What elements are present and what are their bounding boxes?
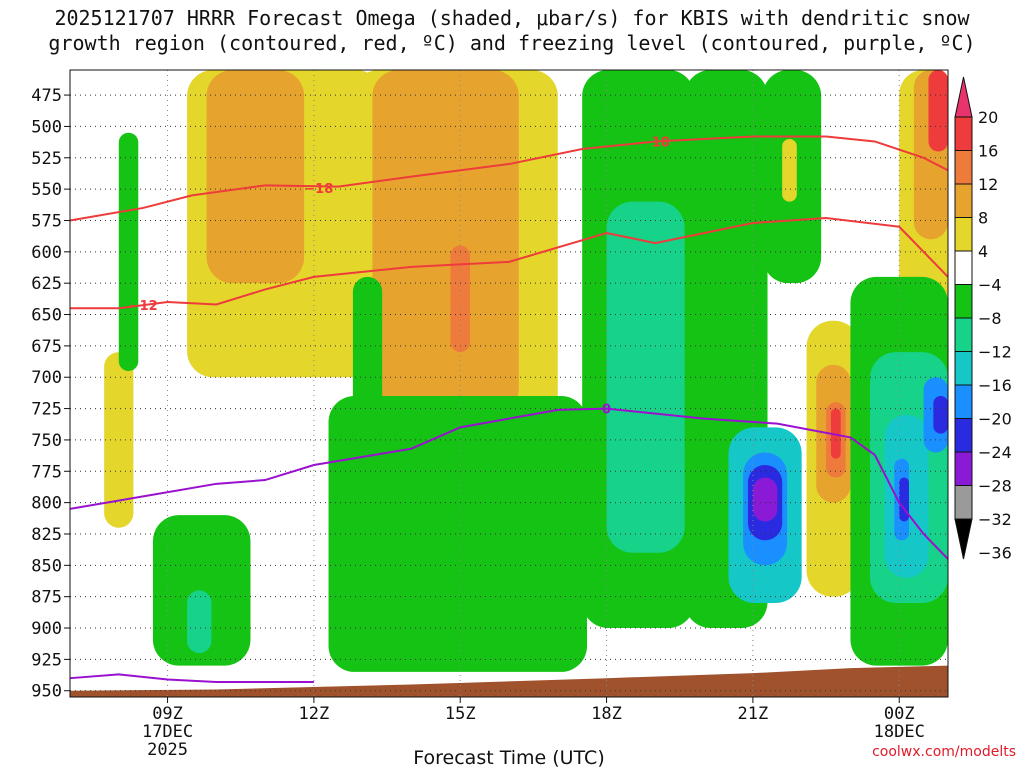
colorbar-arrow-top [954,76,973,118]
credit-text: coolwx.com/modelts [872,744,1016,760]
y-tick-label: 575 [31,211,62,231]
x-tick-year: 2025 [147,740,188,760]
omega-shading-layer [104,70,948,672]
y-tick-label: 650 [31,306,62,326]
freezing-level-label: 0 [602,403,611,418]
y-tick-label: 525 [31,149,62,169]
colorbar-label: 12 [978,175,998,194]
x-tick-label: 12Z [299,704,330,724]
colorbar-label: 4 [978,242,988,261]
x-tick-label: 21Z [738,704,769,724]
x-axis-label: Forecast Time (UTC) [413,747,604,768]
omega-region-12 [152,515,251,666]
colorbar-label: −20 [978,410,1012,429]
chart-title-line2: growth region (contoured, red, ºC) and f… [48,31,976,55]
omega-region-3 [372,70,519,415]
y-tick-label: 875 [31,588,62,608]
colorbar-segment [954,150,973,185]
colorbar-segment [954,485,973,520]
y-axis: 475 500 525 550 575 600 625 650 675 700 725 750 775 8… [31,86,70,702]
omega-region-33 [933,396,948,434]
y-tick-label: 850 [31,556,62,576]
chart-title-line1: 2025121707 HRRR Forecast Omega (shaded, … [54,6,970,30]
contour-layer: −18 −18 −12 0 [69,135,949,683]
colorbar-label: 8 [978,209,988,228]
dgz-contour-minus18 [69,135,949,222]
y-tick-label: 475 [31,86,62,106]
omega-region-22 [752,477,778,522]
omega-region-7 [928,70,948,152]
dgz-label-minus12: −12 [129,299,158,314]
y-tick-label: 800 [31,494,62,514]
y-tick-label: 925 [31,650,62,670]
omega-region-13 [187,590,212,654]
colorbar-segment [954,384,973,419]
y-tick-label: 625 [31,274,62,294]
dgz-label-minus18-a: −18 [304,182,333,197]
colorbar-label: −12 [978,343,1012,362]
x-tick-label: 09Z [152,704,183,724]
y-tick-label: 550 [31,180,62,200]
colorbar-label: −32 [978,510,1012,529]
colorbar-segment [954,284,973,319]
colorbar-label: 20 [978,108,998,127]
x-tick-date: 18DEC [874,722,925,742]
colorbar-label: −4 [978,276,1002,295]
colorbar-segment [954,217,973,252]
colorbar-segment [954,451,973,486]
colorbar: 20 16 12 8 4 −4 −8 −12 −16 −20 −24 −28 −32 −36 [954,76,1012,563]
colorbar-segment [954,351,973,386]
omega-region-4 [450,245,470,353]
colorbar-label: −16 [978,376,1012,395]
freezing-level-contour [69,407,949,560]
colorbar-label: −36 [978,544,1012,563]
y-tick-label: 775 [31,462,62,482]
colorbar-label: −28 [978,477,1012,496]
colorbar-label: −8 [978,309,1002,328]
y-tick-label: 500 [31,117,62,137]
omega-region-1 [206,70,305,284]
x-tick-label: 15Z [445,704,476,724]
colorbar-segment [954,418,973,453]
x-tick-label: 00Z [884,704,915,724]
y-tick-label: 700 [31,368,62,388]
omega-region-10 [328,396,588,672]
plot-frame [69,69,949,698]
y-tick-label: 725 [31,400,62,420]
colorbar-segment [954,250,973,285]
x-tick-label: 18Z [591,704,622,724]
colorbar-arrow-bottom [954,518,973,560]
colorbar-label: −24 [978,443,1012,462]
freezing-level-contour-low [69,673,314,683]
terrain-area [70,665,948,697]
terrain-layer [70,665,948,697]
x-tick-date: 17DEC [142,722,193,742]
colorbar-segment [954,116,973,151]
y-tick-label: 950 [31,682,62,702]
omega-region-11 [352,276,383,478]
colorbar-segment [954,317,973,352]
omega-region-8 [104,352,134,528]
dgz-contour-minus12 [70,216,949,310]
omega-region-18 [782,138,797,202]
y-tick-label: 675 [31,337,62,357]
y-tick-label: 750 [31,431,62,451]
colorbar-segment [954,183,973,218]
y-tick-label: 825 [31,525,62,545]
colorbar-label: 16 [978,142,998,161]
dgz-label-minus18-b: −18 [641,135,670,150]
chart-title: 2025121707 HRRR Forecast Omega (shaded, … [0,6,1024,56]
y-tick-label: 600 [31,243,62,263]
omega-region-9 [118,132,139,371]
y-tick-label: 900 [31,619,62,639]
